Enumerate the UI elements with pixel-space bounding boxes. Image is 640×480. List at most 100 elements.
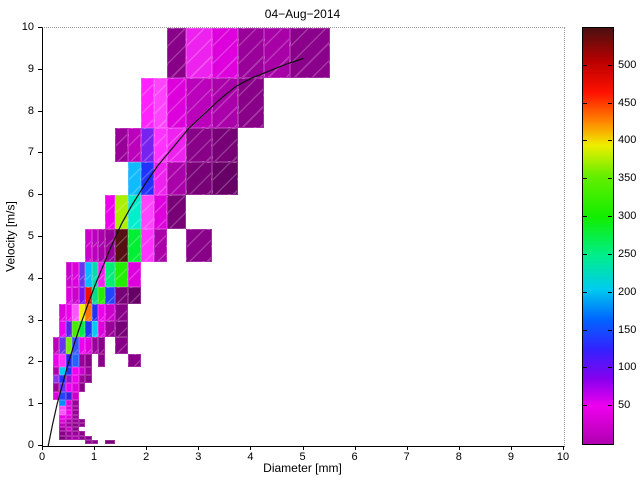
x-tick bbox=[198, 446, 200, 450]
heatmap-cell bbox=[114, 262, 128, 288]
heatmap-cell bbox=[186, 161, 213, 196]
heatmap-cell bbox=[72, 418, 79, 423]
y-tick-label: 1 bbox=[27, 397, 34, 410]
heatmap-cell bbox=[78, 303, 86, 321]
heatmap-cell bbox=[186, 228, 213, 263]
colorbar-tick bbox=[583, 405, 587, 407]
y-tick-label: 10 bbox=[21, 21, 34, 33]
heatmap-cell bbox=[78, 435, 86, 440]
heatmap-cell bbox=[140, 161, 154, 196]
heatmap-cell bbox=[59, 391, 66, 401]
colorbar-tick bbox=[583, 291, 587, 293]
colorbar bbox=[582, 27, 614, 445]
heatmap-cell bbox=[59, 431, 66, 436]
heatmap-cell bbox=[72, 391, 79, 401]
heatmap-cell bbox=[85, 337, 92, 355]
heatmap-cell bbox=[59, 374, 66, 384]
heatmap-cell bbox=[85, 439, 92, 444]
heatmap-cell bbox=[91, 337, 99, 355]
x-tick-label: 1 bbox=[91, 451, 98, 463]
heatmap-cell bbox=[59, 418, 66, 423]
heatmap-cell bbox=[127, 354, 141, 367]
heatmap-cell bbox=[127, 262, 141, 288]
heatmap-cell bbox=[72, 262, 79, 288]
heatmap-cell bbox=[166, 195, 187, 229]
heatmap-cell bbox=[52, 391, 60, 401]
heatmap-cell bbox=[212, 78, 239, 129]
x-tick bbox=[510, 446, 512, 450]
y-tick-label: 8 bbox=[27, 104, 34, 117]
heatmap-cell bbox=[52, 374, 60, 384]
heatmap-cell bbox=[59, 320, 66, 338]
colorbar-tick-label: 400 bbox=[618, 134, 637, 147]
y-tick bbox=[38, 194, 42, 196]
heatmap-cell bbox=[212, 28, 239, 79]
heatmap-cell bbox=[104, 195, 115, 229]
heatmap-cell bbox=[166, 78, 187, 129]
plot-area bbox=[42, 27, 565, 447]
colorbar-tick-label: 100 bbox=[618, 361, 637, 374]
heatmap-cell bbox=[78, 337, 86, 355]
heatmap-cell bbox=[85, 303, 92, 321]
heatmap-cell bbox=[78, 320, 86, 338]
heatmap-cell bbox=[85, 354, 92, 367]
colorbar-tick bbox=[608, 291, 612, 293]
heatmap-cell bbox=[72, 383, 79, 392]
y-tick bbox=[38, 403, 42, 405]
heatmap-cell bbox=[59, 414, 66, 419]
heatmap-cell bbox=[127, 128, 141, 162]
colorbar-tick bbox=[583, 102, 587, 104]
heatmap-cell bbox=[72, 320, 79, 338]
heatmap-cell bbox=[72, 400, 79, 407]
heatmap-cell bbox=[59, 435, 66, 440]
colorbar-tick bbox=[583, 253, 587, 255]
x-tick-label: 6 bbox=[351, 451, 358, 463]
x-tick bbox=[563, 446, 564, 450]
colorbar-tick-label: 50 bbox=[618, 399, 631, 412]
heatmap-cell bbox=[78, 374, 86, 384]
heatmap-cell bbox=[72, 354, 79, 367]
colorbar-tick bbox=[583, 64, 587, 66]
colorbar-tick bbox=[583, 140, 587, 142]
heatmap-cell bbox=[72, 423, 79, 428]
heatmap-cell bbox=[114, 128, 128, 162]
heatmap-cell bbox=[78, 423, 86, 428]
heatmap-cell bbox=[91, 228, 99, 263]
heatmap-cell bbox=[140, 78, 154, 129]
heatmap-cell bbox=[238, 78, 265, 129]
heatmap-cell bbox=[78, 418, 86, 423]
heatmap-cell bbox=[59, 354, 66, 367]
heatmap-cell bbox=[59, 406, 66, 411]
colorbar-tick-label: 350 bbox=[618, 172, 637, 185]
colorbar-tick-label: 200 bbox=[618, 285, 637, 298]
colorbar-gradient bbox=[583, 28, 613, 444]
heatmap-cell bbox=[127, 161, 141, 196]
y-tick-label: 0 bbox=[27, 439, 34, 451]
heatmap-cell bbox=[72, 431, 79, 436]
colorbar-tick bbox=[608, 253, 612, 255]
heatmap-cell bbox=[59, 410, 66, 415]
heatmap-cell bbox=[140, 228, 154, 263]
heatmap-cell bbox=[52, 366, 60, 375]
heatmap-cell bbox=[114, 337, 128, 355]
x-tick-label: 5 bbox=[299, 451, 306, 463]
heatmap-cell bbox=[78, 383, 86, 392]
heatmap-cell bbox=[127, 287, 141, 304]
heatmap-cell bbox=[290, 28, 330, 79]
heatmap-cell bbox=[85, 435, 92, 440]
colorbar-tick-label: 500 bbox=[618, 58, 637, 71]
heatmap-cell bbox=[72, 414, 79, 419]
y-tick-label: 5 bbox=[27, 230, 34, 242]
x-tick bbox=[94, 446, 96, 450]
heatmap-cell bbox=[59, 337, 66, 355]
heatmap-cell bbox=[186, 28, 213, 79]
heatmap-cell bbox=[91, 303, 99, 321]
heatmap-cell bbox=[264, 28, 291, 79]
heatmap-cell bbox=[114, 228, 128, 263]
heatmap-cell bbox=[78, 262, 86, 288]
y-tick-label: 3 bbox=[27, 313, 34, 326]
colorbar-tick bbox=[608, 140, 612, 142]
x-tick-label: 7 bbox=[403, 451, 410, 463]
heatmap-cell bbox=[166, 28, 187, 79]
